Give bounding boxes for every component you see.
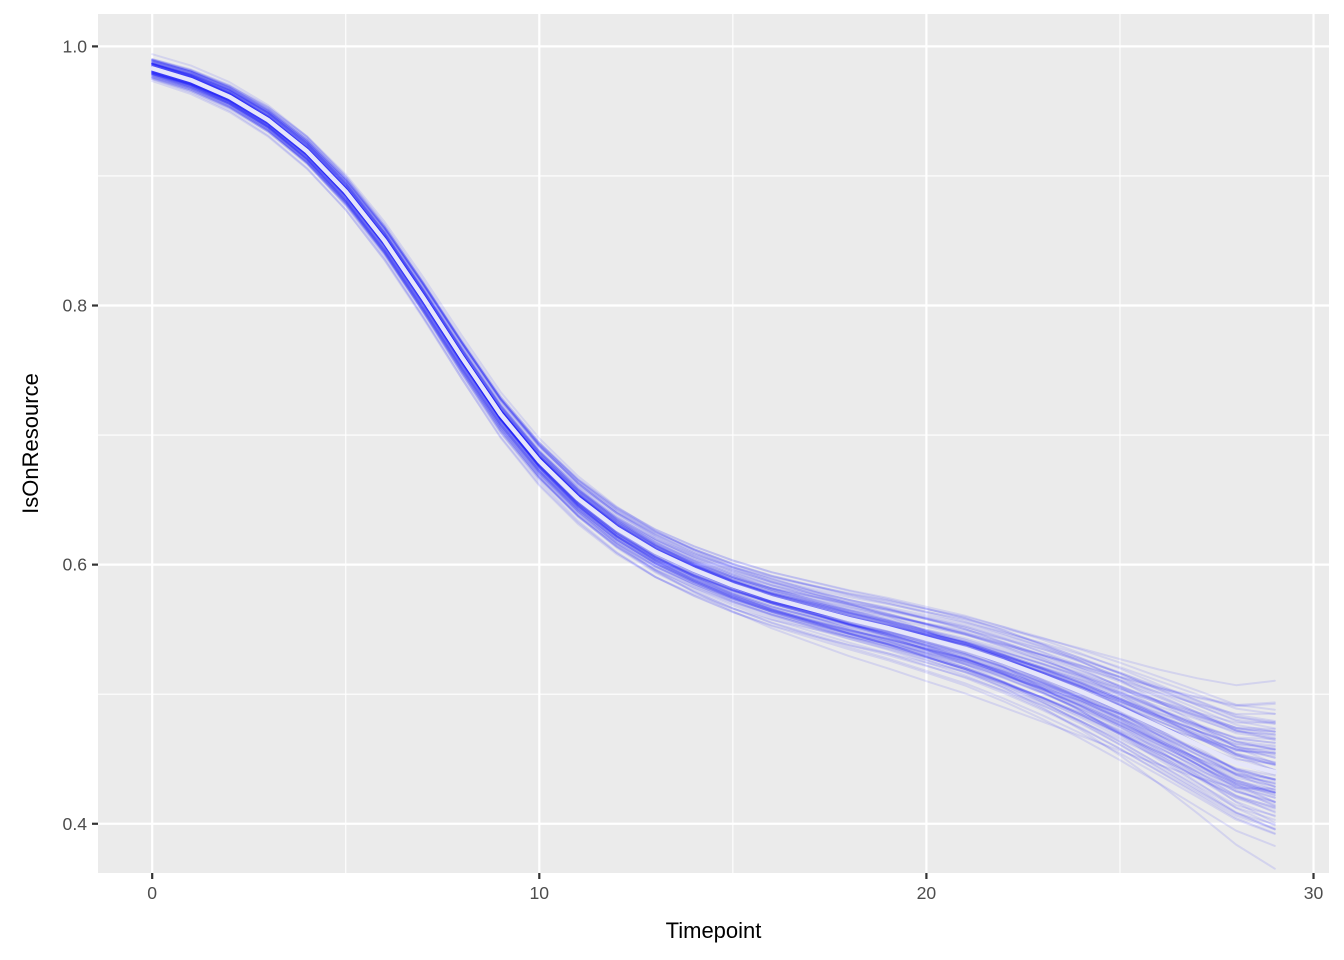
y-tick-label: 1.0 <box>63 36 88 56</box>
y-axis-title: IsOnResource <box>18 373 43 514</box>
posterior-draw-line <box>151 65 1276 741</box>
posterior-draw-line <box>151 75 1276 831</box>
posterior-draw-line <box>151 68 1276 796</box>
x-tick-label: 20 <box>917 883 937 903</box>
posterior-draw-line <box>151 60 1276 715</box>
x-tick-label: 10 <box>530 883 550 903</box>
posterior-draw-line <box>151 76 1276 831</box>
posterior-draw-line <box>151 53 1276 687</box>
posterior-draw-line <box>151 58 1276 706</box>
posterior-draw-line <box>151 76 1276 830</box>
posterior-draw-line <box>151 63 1276 744</box>
posterior-draw-line <box>151 67 1276 751</box>
posterior-draw-line <box>151 59 1276 730</box>
posterior-draw-line <box>151 59 1276 725</box>
posterior-draw-line <box>151 62 1276 744</box>
posterior-draw-line <box>151 69 1276 791</box>
posterior-draw-line <box>151 73 1276 808</box>
posterior-draw-line <box>151 58 1276 711</box>
posterior-draw-line <box>151 63 1276 751</box>
posterior-draw-line <box>151 62 1276 765</box>
posterior-draw-line <box>151 70 1276 803</box>
posterior-draw-line <box>151 68 1276 777</box>
posterior-draw-line <box>151 58 1276 722</box>
posterior-draw-line <box>151 72 1276 794</box>
posterior-draw-line <box>151 70 1276 799</box>
posterior-draw-line <box>151 63 1276 733</box>
y-tick-label: 0.6 <box>63 555 88 575</box>
posterior-draw-line <box>151 62 1276 724</box>
posterior-draw-line <box>151 60 1276 708</box>
posterior-draw-line <box>151 80 1276 870</box>
x-axis-ticks: 0 10 20 30 <box>147 873 1324 903</box>
posterior-draws <box>151 53 1276 870</box>
posterior-draw-line <box>151 62 1276 742</box>
mean-curve <box>149 66 1278 775</box>
posterior-draw-line <box>151 61 1276 740</box>
posterior-draw-line <box>151 72 1276 814</box>
posterior-draw-line <box>151 73 1276 809</box>
posterior-draw-line <box>151 71 1276 794</box>
posterior-draw-line <box>151 58 1276 733</box>
x-tick-label: 0 <box>147 883 157 903</box>
y-tick-label: 0.4 <box>63 814 88 834</box>
posterior-draw-line <box>151 73 1276 813</box>
posterior-draw-line <box>151 70 1276 794</box>
posterior-draw-line <box>151 77 1276 835</box>
posterior-draw-line <box>151 78 1276 847</box>
posterior-draw-line <box>151 61 1276 733</box>
posterior-draw-line <box>151 64 1276 748</box>
plot-panel <box>98 14 1329 873</box>
posterior-draw-line <box>151 73 1276 827</box>
minor-grid <box>98 14 1329 873</box>
major-grid <box>98 14 1329 873</box>
posterior-draw-line <box>151 78 1276 835</box>
posterior-draw-line <box>151 68 1276 786</box>
posterior-draw-line <box>151 72 1276 804</box>
posterior-draw-line <box>151 72 1276 806</box>
posterior-draw-line <box>151 74 1276 817</box>
posterior-draw-line <box>151 59 1276 725</box>
posterior-draw-line <box>151 71 1276 803</box>
posterior-draw-line <box>151 62 1276 737</box>
posterior-draw-line <box>151 59 1276 715</box>
posterior-draw-line <box>151 72 1276 794</box>
posterior-draw-line <box>151 70 1276 824</box>
x-axis-title: Timepoint <box>666 918 762 943</box>
posterior-draw-line <box>151 74 1276 790</box>
posterior-draw-line <box>151 59 1276 724</box>
y-tick-label: 0.8 <box>63 296 88 316</box>
x-tick-label: 30 <box>1304 883 1324 903</box>
mean-line <box>149 66 1278 775</box>
posterior-draw-line <box>151 61 1276 736</box>
posterior-draw-line <box>151 71 1276 799</box>
y-axis-ticks: 0.4 0.6 0.8 1.0 <box>63 36 98 834</box>
posterior-draw-line <box>151 74 1276 821</box>
posterior-draw-line <box>151 62 1276 740</box>
